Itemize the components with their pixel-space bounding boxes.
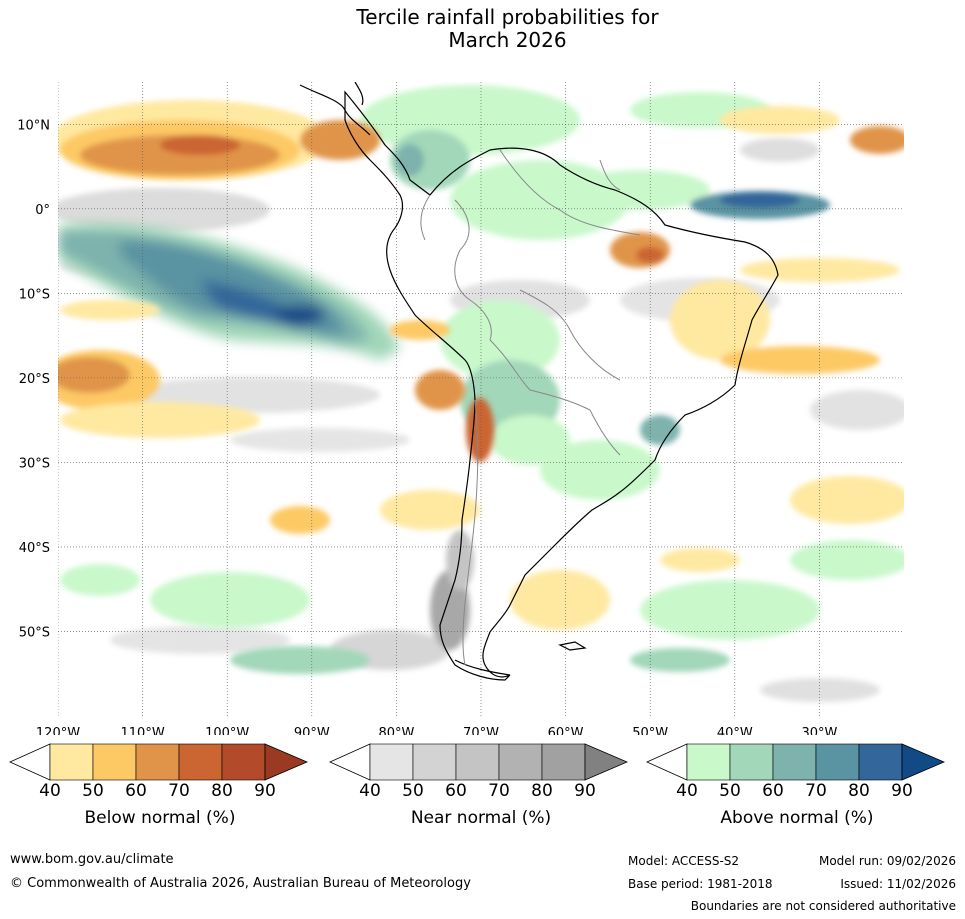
longitude-label: 50°W bbox=[632, 726, 668, 735]
colorbar-tick-label: 80 bbox=[531, 781, 553, 801]
colorbar-segment bbox=[498, 743, 543, 781]
latitude-labels: 10°N 0° 10°S 20°S 30°S 40°S 50°S bbox=[17, 118, 50, 640]
longitude-label: 70°W bbox=[463, 726, 499, 735]
colorbar-extend-high bbox=[264, 743, 309, 781]
below-normal-label: Below normal (%) bbox=[84, 808, 236, 828]
below-normal-colorbar bbox=[9, 743, 309, 781]
colorbar-tick-label: 50 bbox=[82, 781, 104, 801]
colorbar-tick-label: 70 bbox=[805, 781, 827, 801]
country-borders bbox=[420, 149, 641, 666]
longitude-label: 30°W bbox=[801, 726, 837, 735]
colorbar-tick-label: 80 bbox=[848, 781, 870, 801]
colorbar-segment bbox=[49, 743, 94, 781]
boundaries-disclaimer: Boundaries are not considered authoritat… bbox=[690, 899, 956, 913]
colorbar-segment bbox=[541, 743, 586, 781]
colorbar-tick-label: 70 bbox=[168, 781, 190, 801]
colorbar-tick-label: 40 bbox=[359, 781, 381, 801]
model-run-date: Model run: 09/02/2026 bbox=[818, 854, 956, 868]
colorbar-extend-high bbox=[584, 743, 629, 781]
above-normal-label: Above normal (%) bbox=[720, 808, 874, 828]
colorbar-tick-label: 50 bbox=[719, 781, 741, 801]
above-normal-colorbar bbox=[646, 743, 946, 781]
colorbar-extend-low bbox=[9, 743, 51, 781]
base-period: Base period: 1981-2018 bbox=[628, 877, 773, 891]
near-normal-areas bbox=[58, 138, 904, 702]
colorbar-segment bbox=[92, 743, 137, 781]
longitude-label: 80°W bbox=[378, 726, 414, 735]
colorbar-tick-label: 90 bbox=[891, 781, 913, 801]
colorbar-tick-label: 90 bbox=[574, 781, 596, 801]
colorbar-segment bbox=[369, 743, 414, 781]
colorbar-segment bbox=[772, 743, 817, 781]
longitude-label: 110°W bbox=[121, 726, 165, 735]
graticule bbox=[58, 82, 904, 716]
latitude-label: 10°N bbox=[17, 118, 50, 133]
colorbar-tick-label: 40 bbox=[676, 781, 698, 801]
probability-fields bbox=[58, 82, 904, 716]
colorbar-tick-label: 80 bbox=[211, 781, 233, 801]
map-title-line2: March 2026 bbox=[448, 28, 567, 52]
longitude-label: 60°W bbox=[548, 726, 584, 735]
colorbar-tick-label: 50 bbox=[402, 781, 424, 801]
colorbar-segment bbox=[178, 743, 223, 781]
colorbar-tick-label: 40 bbox=[39, 781, 61, 801]
near-normal-colorbar bbox=[329, 743, 629, 781]
colorbar-segment bbox=[412, 743, 457, 781]
tierra-del-fuego bbox=[454, 659, 511, 676]
coastlines bbox=[299, 82, 779, 681]
website-link[interactable]: www.bom.gov.au/climate bbox=[10, 852, 174, 867]
longitude-labels: 120°W 110°W 100°W 90°W 80°W 70°W 60°W 50°W 40°W 3… bbox=[36, 726, 838, 735]
colorbar-tick-label: 60 bbox=[125, 781, 147, 801]
colorbar-tick-label: 60 bbox=[445, 781, 467, 801]
latitude-label: 40°S bbox=[19, 541, 50, 556]
issued-date: Issued: 11/02/2026 bbox=[840, 877, 956, 891]
colorbar-tick-label: 60 bbox=[762, 781, 784, 801]
colorbar-segment bbox=[686, 743, 731, 781]
colorbar-segment bbox=[815, 743, 860, 781]
colorbar-extend-low bbox=[646, 743, 688, 781]
near-normal-label: Near normal (%) bbox=[410, 808, 552, 828]
longitude-label: 100°W bbox=[205, 726, 249, 735]
colorbar-tick-label: 90 bbox=[254, 781, 276, 801]
latitude-label: 30°S bbox=[19, 456, 50, 471]
model-name: Model: ACCESS-S2 bbox=[628, 854, 740, 868]
colorbar-segment bbox=[221, 743, 266, 781]
copyright-text: © Commonwealth of Australia 2026, Austra… bbox=[10, 876, 471, 891]
latitude-label: 10°S bbox=[19, 287, 50, 302]
latitude-label: 0° bbox=[35, 203, 50, 218]
longitude-label: 90°W bbox=[294, 726, 330, 735]
colorbar-segment bbox=[858, 743, 903, 781]
colorbar-extend-high bbox=[901, 743, 946, 781]
latitude-label: 50°S bbox=[19, 625, 50, 640]
colorbar-segment bbox=[135, 743, 180, 781]
colorbar-extend-low bbox=[329, 743, 371, 781]
map-title-line1: Tercile rainfall probabilities for bbox=[356, 5, 659, 29]
colorbar-tick-label: 70 bbox=[488, 781, 510, 801]
below-normal-areas bbox=[58, 100, 904, 630]
rainfall-probability-map: 10°N 0° 10°S 20°S 30°S 40°S 50°S 120°W 110°W 100… bbox=[17, 82, 904, 735]
south-america-coastline bbox=[344, 90, 779, 681]
falklands bbox=[558, 641, 587, 651]
latitude-label: 20°S bbox=[19, 372, 50, 387]
longitude-label: 40°W bbox=[717, 726, 753, 735]
longitude-label: 120°W bbox=[36, 726, 80, 735]
colorbar-segment bbox=[729, 743, 774, 781]
colorbar-segment bbox=[455, 743, 500, 781]
central-america-coastline bbox=[299, 82, 371, 136]
